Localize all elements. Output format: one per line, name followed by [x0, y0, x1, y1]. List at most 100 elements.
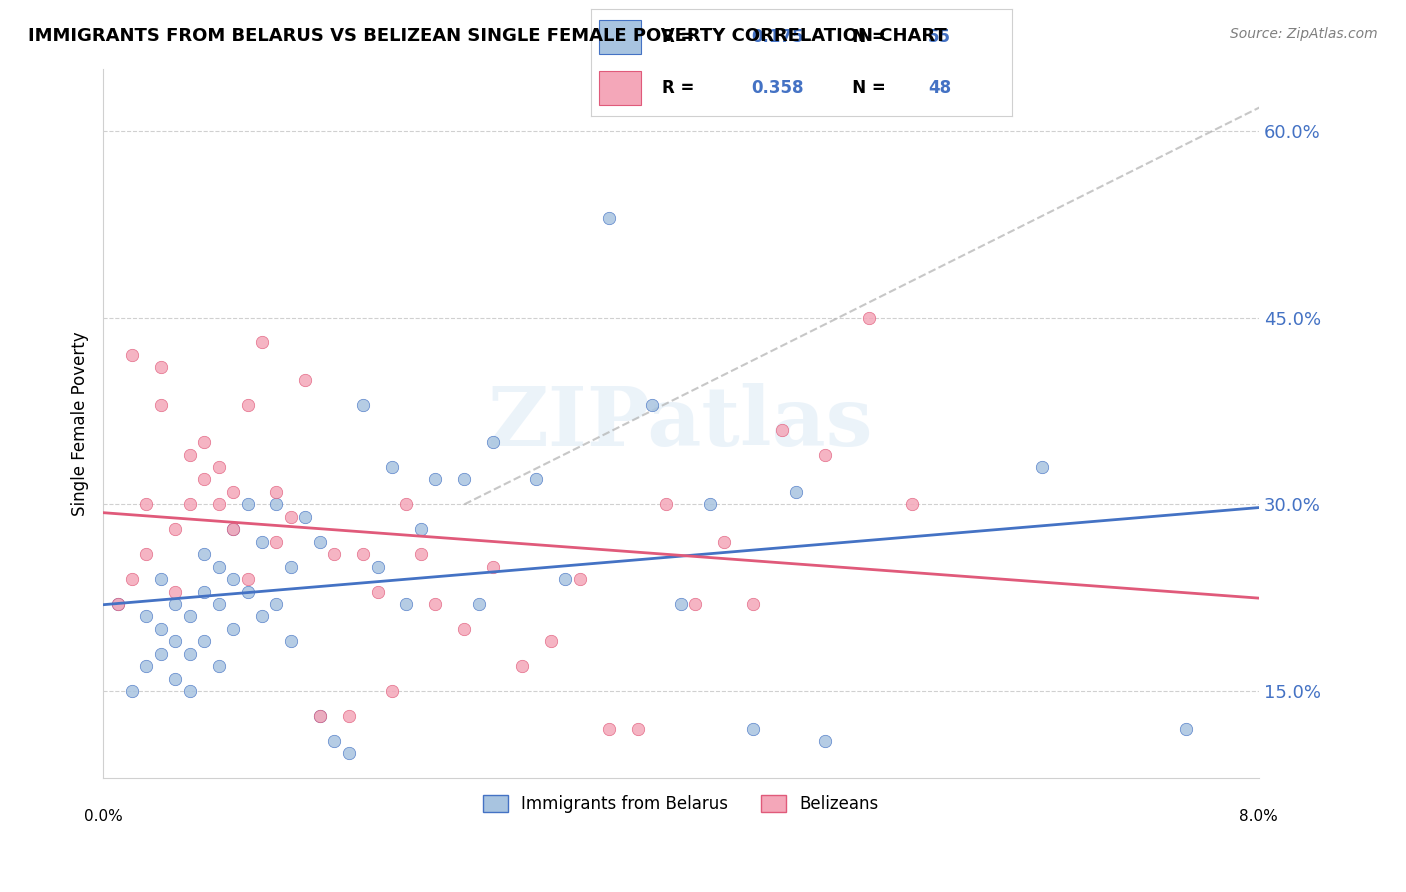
Point [266, 597, 288, 611]
Point [222, 522, 245, 536]
Point [554, 572, 576, 586]
Point [510, 659, 533, 673]
Point [149, 647, 172, 661]
Point [149, 360, 172, 375]
Point [208, 460, 231, 475]
Point [858, 310, 880, 325]
Point [409, 522, 432, 536]
Text: N =: N = [835, 79, 891, 97]
Point [193, 547, 215, 561]
Point [236, 497, 259, 511]
Point [179, 647, 201, 661]
Text: 48: 48 [928, 79, 950, 97]
Text: IMMIGRANTS FROM BELARUS VS BELIZEAN SINGLE FEMALE POVERTY CORRELATION CHART: IMMIGRANTS FROM BELARUS VS BELIZEAN SING… [28, 27, 946, 45]
Point [308, 534, 330, 549]
Point [280, 559, 302, 574]
Text: 0.0%: 0.0% [84, 809, 122, 824]
Point [193, 584, 215, 599]
Point [250, 534, 273, 549]
Point [165, 597, 187, 611]
Point [222, 622, 245, 636]
Point [785, 484, 807, 499]
Point [107, 597, 129, 611]
Point [121, 684, 143, 698]
Point [814, 734, 837, 748]
Point [598, 211, 620, 225]
Point [179, 609, 201, 624]
Point [685, 597, 707, 611]
Point [323, 547, 346, 561]
Point [294, 373, 316, 387]
Point [367, 584, 389, 599]
Point [179, 448, 201, 462]
Point [208, 497, 231, 511]
Point [901, 497, 924, 511]
Text: 55: 55 [928, 28, 950, 45]
Point [381, 684, 404, 698]
Point [280, 509, 302, 524]
Point [598, 722, 620, 736]
Point [655, 497, 678, 511]
Point [337, 709, 360, 723]
Y-axis label: Single Female Poverty: Single Female Poverty [72, 331, 89, 516]
Point [352, 398, 374, 412]
FancyBboxPatch shape [599, 20, 641, 54]
Point [381, 460, 404, 475]
Point [294, 509, 316, 524]
Legend: Immigrants from Belarus, Belizeans: Immigrants from Belarus, Belizeans [477, 789, 886, 820]
Point [135, 609, 157, 624]
Point [236, 398, 259, 412]
Point [395, 497, 418, 511]
Point [165, 584, 187, 599]
Point [713, 534, 735, 549]
Point [236, 584, 259, 599]
Point [699, 497, 721, 511]
Point [193, 435, 215, 450]
Text: R =: R = [662, 28, 706, 45]
Point [453, 622, 475, 636]
Point [208, 559, 231, 574]
Point [467, 597, 489, 611]
Point [165, 634, 187, 648]
Point [266, 484, 288, 499]
Point [222, 572, 245, 586]
Point [121, 348, 143, 362]
Text: 0.175: 0.175 [751, 28, 803, 45]
Point [308, 709, 330, 723]
Text: Source: ZipAtlas.com: Source: ZipAtlas.com [1230, 27, 1378, 41]
Point [208, 659, 231, 673]
Text: N =: N = [835, 28, 891, 45]
Point [222, 522, 245, 536]
Point [107, 597, 129, 611]
Point [742, 722, 765, 736]
Point [121, 572, 143, 586]
Point [337, 747, 360, 761]
Text: 8.0%: 8.0% [1239, 809, 1278, 824]
Text: 0.358: 0.358 [751, 79, 803, 97]
Point [149, 572, 172, 586]
Point [568, 572, 591, 586]
Point [208, 597, 231, 611]
Point [165, 672, 187, 686]
Point [135, 497, 157, 511]
Point [641, 398, 664, 412]
Point [814, 448, 837, 462]
Point [280, 634, 302, 648]
Point [770, 423, 793, 437]
Point [482, 435, 505, 450]
Point [179, 684, 201, 698]
Point [626, 722, 648, 736]
Point [352, 547, 374, 561]
Point [669, 597, 692, 611]
Point [308, 709, 330, 723]
Point [425, 473, 447, 487]
Text: ZIPatlas: ZIPatlas [488, 384, 873, 464]
Text: R =: R = [662, 79, 706, 97]
Point [526, 473, 548, 487]
Point [149, 398, 172, 412]
Point [1031, 460, 1053, 475]
Point [482, 559, 505, 574]
Point [1175, 722, 1198, 736]
Point [236, 572, 259, 586]
Point [250, 609, 273, 624]
